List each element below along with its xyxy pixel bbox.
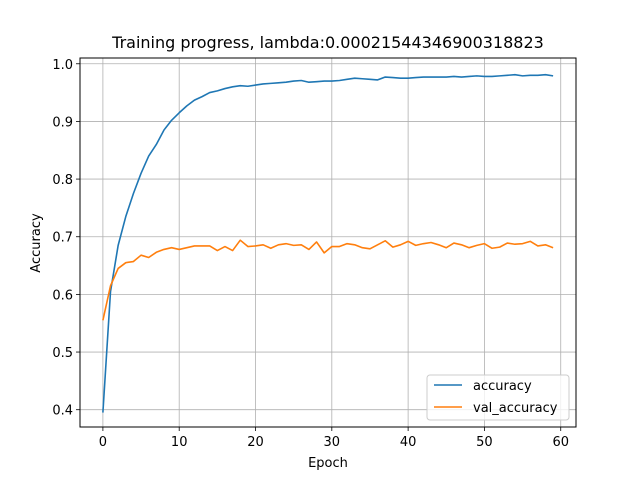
y-tick-label: 0.6 [52,288,73,303]
grid [80,58,576,427]
y-tick-label: 1.0 [52,58,73,73]
y-axis-title: Accuracy [29,213,44,273]
legend-label-val-accuracy: val_accuracy [473,401,558,416]
x-axis-title: Epoch [308,456,348,471]
series-layer [102,73,554,413]
chart-title: Training progress, lambda:0.000215443469… [111,33,544,52]
x-tick-label: 0 [99,435,107,450]
series-line-val-accuracy [102,239,554,321]
ticks: 0 10 20 30 40 50 60 0.4 0.5 0.6 0.7 0.8 0.9 1.0 [52,58,569,450]
x-tick-label: 50 [476,435,493,450]
legend-label-accuracy: accuracy [473,379,532,394]
series-line-accuracy [102,73,554,413]
y-tick-label: 0.4 [52,404,73,419]
x-tick-label: 20 [247,435,264,450]
legend-box [426,374,570,421]
legend: accuracy val_accuracy [426,374,570,421]
x-tick-label: 60 [552,435,569,450]
y-tick-label: 0.7 [52,231,73,246]
y-tick-label: 0.5 [52,346,73,361]
x-tick-label: 10 [171,435,188,450]
x-tick-label: 30 [324,435,341,450]
y-tick-label: 0.9 [52,115,73,130]
x-tick-label: 40 [400,435,417,450]
plot-frame [79,57,577,428]
y-tick-label: 0.8 [52,173,73,188]
